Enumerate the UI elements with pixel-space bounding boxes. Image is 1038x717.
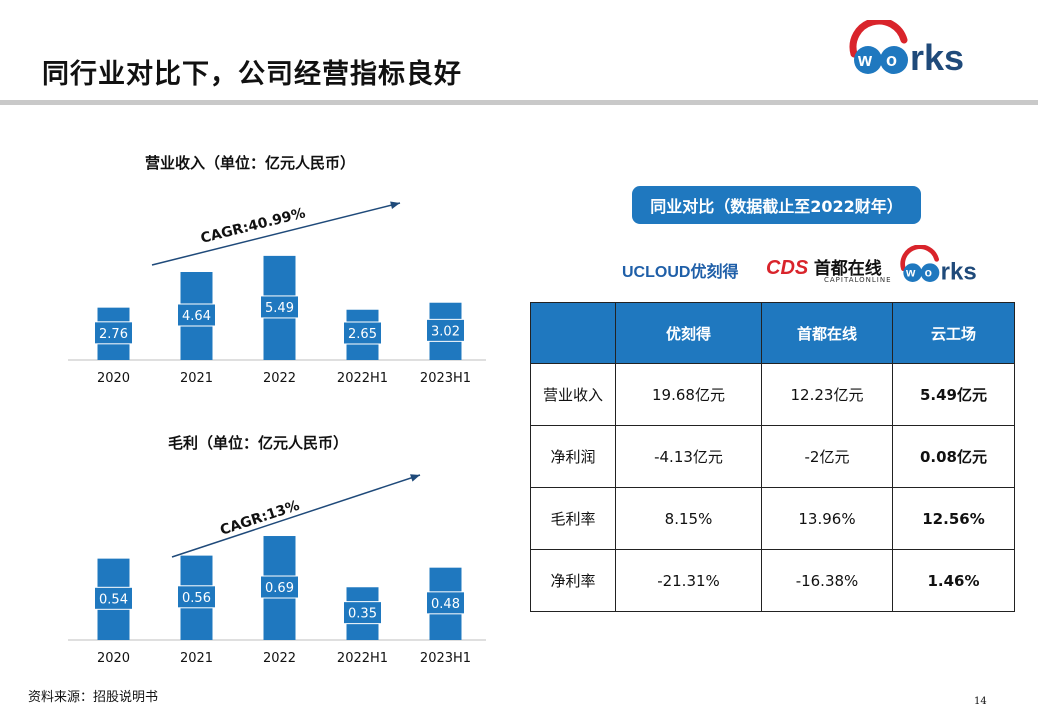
svg-text:o: o bbox=[925, 266, 932, 280]
cds-logo-mark: CDS bbox=[766, 257, 809, 279]
cagr-arrow-line bbox=[151, 202, 401, 266]
cagr-arrow-head bbox=[390, 201, 400, 210]
data-label-box bbox=[343, 321, 382, 345]
data-label-box bbox=[343, 601, 382, 625]
data-label: 5.49 bbox=[265, 301, 294, 316]
table-cell: 8.15% bbox=[615, 487, 762, 550]
table-header-cell: 云工场 bbox=[892, 302, 1015, 364]
works-logo-small: w o rks bbox=[900, 245, 977, 285]
table-cell: 0.08亿元 bbox=[892, 425, 1015, 488]
table-cell: -16.38% bbox=[761, 549, 893, 612]
x-tick-label: 2020 bbox=[97, 651, 130, 666]
table-cell: 营业收入 bbox=[530, 363, 616, 426]
table-row: 营业收入 19.68亿元 12.23亿元 5.49亿元 bbox=[530, 363, 1015, 426]
table-header-row: 优刻得 首都在线 云工场 bbox=[530, 302, 1015, 364]
source-footnote: 资料来源：招股说明书 bbox=[28, 690, 159, 705]
data-label: 4.64 bbox=[182, 309, 211, 324]
data-label: 0.56 bbox=[182, 591, 211, 606]
data-label: 2.76 bbox=[99, 327, 128, 342]
comparison-table: 优刻得 首都在线 云工场 营业收入 19.68亿元 12.23亿元 5.49亿元… bbox=[530, 302, 1015, 612]
x-tick-label: 2022H1 bbox=[337, 651, 388, 666]
table-cell: 净利率 bbox=[530, 549, 616, 612]
profit-chart: CAGR:13%0.5420200.5620210.6920220.352022… bbox=[68, 474, 486, 666]
table-cell: 12.56% bbox=[892, 487, 1015, 550]
data-label-box bbox=[260, 575, 299, 599]
cds-logo-cn: 首都在线 bbox=[813, 259, 882, 279]
x-tick-label: 2022 bbox=[263, 651, 296, 666]
table-cell: -4.13亿元 bbox=[615, 425, 762, 488]
x-tick-label: 2020 bbox=[97, 371, 130, 386]
table-cell: 12.23亿元 bbox=[761, 363, 893, 426]
data-label: 3.02 bbox=[431, 324, 460, 339]
comparison-badge: 同业对比（数据截止至2022财年） bbox=[632, 186, 921, 224]
table-cell: 1.46% bbox=[892, 549, 1015, 612]
data-label: 0.35 bbox=[348, 607, 377, 622]
table-cell: -21.31% bbox=[615, 549, 762, 612]
table-cell: 5.49亿元 bbox=[892, 363, 1015, 426]
data-label: 2.65 bbox=[348, 327, 377, 342]
svg-text:o: o bbox=[886, 50, 897, 70]
data-label: 0.54 bbox=[99, 592, 128, 607]
data-label-box bbox=[94, 321, 133, 345]
x-tick-label: 2023H1 bbox=[420, 651, 471, 666]
data-label-box bbox=[94, 586, 133, 610]
table-header-cell: 首都在线 bbox=[761, 302, 893, 364]
x-tick-label: 2021 bbox=[180, 651, 213, 666]
cagr-arrow-head bbox=[410, 474, 420, 482]
svg-text:w: w bbox=[857, 50, 873, 70]
table-header-cell bbox=[530, 302, 616, 364]
x-tick-label: 2022 bbox=[263, 371, 296, 386]
table-row: 净利润 -4.13亿元 -2亿元 0.08亿元 bbox=[530, 425, 1015, 488]
works-logo: w o rks bbox=[849, 20, 964, 78]
ucloud-logo: UCLOUD优刻得 bbox=[622, 264, 739, 281]
data-label-box bbox=[260, 295, 299, 319]
profit-chart-title: 毛利（单位：亿元人民币） bbox=[168, 434, 349, 452]
table-cell: 19.68亿元 bbox=[615, 363, 762, 426]
page-title: 同行业对比下，公司经营指标良好 bbox=[42, 59, 462, 90]
table-header-cell: 优刻得 bbox=[615, 302, 762, 364]
x-tick-label: 2021 bbox=[180, 371, 213, 386]
cds-logo-en: CAPITALONLINE bbox=[824, 276, 892, 284]
table-cell: 净利润 bbox=[530, 425, 616, 488]
data-label: 0.48 bbox=[431, 597, 460, 612]
cagr-arrow-line bbox=[171, 474, 421, 558]
data-label: 0.69 bbox=[265, 581, 294, 596]
table-cell: 13.96% bbox=[761, 487, 893, 550]
data-label-box bbox=[177, 585, 216, 609]
revenue-chart-title: 营业收入（单位：亿元人民币） bbox=[145, 154, 356, 172]
table-row: 毛利率 8.15% 13.96% 12.56% bbox=[530, 487, 1015, 550]
table-cell: -2亿元 bbox=[761, 425, 893, 488]
data-label-box bbox=[426, 591, 465, 615]
revenue-chart: CAGR:40.99% 2.76 2020 4.64 2021 5.49 2022 2.65 2… bbox=[68, 201, 486, 386]
svg-text:w: w bbox=[905, 266, 916, 280]
table-cell: 毛利率 bbox=[530, 487, 616, 550]
svg-text:rks: rks bbox=[910, 37, 964, 78]
page-number: 14 bbox=[974, 696, 987, 707]
x-tick-label: 2023H1 bbox=[420, 371, 471, 386]
data-label-box bbox=[426, 318, 465, 342]
svg-text:rks: rks bbox=[941, 258, 977, 285]
title-divider bbox=[0, 100, 1038, 105]
cagr-label: CAGR:40.99% bbox=[199, 205, 307, 247]
x-tick-label: 2022H1 bbox=[337, 371, 388, 386]
cds-logo: CDS 首都在线 CAPITALONLINE bbox=[766, 254, 891, 284]
table-row: 净利率 -21.31% -16.38% 1.46% bbox=[530, 549, 1015, 612]
data-label-box bbox=[177, 303, 216, 327]
